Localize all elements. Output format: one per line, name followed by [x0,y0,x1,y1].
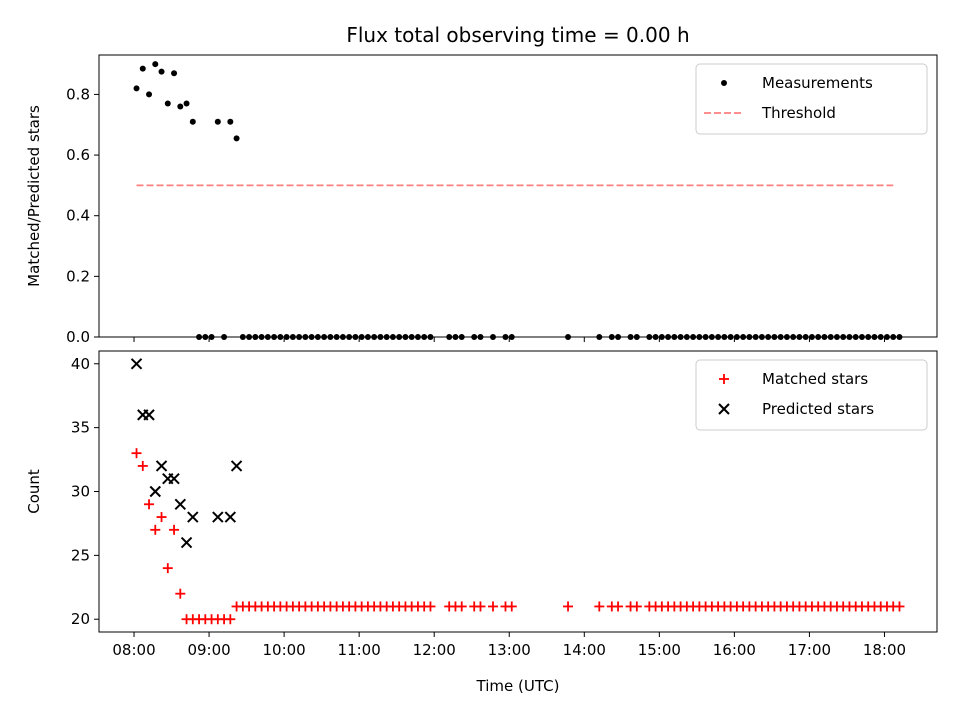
data-point [594,601,605,612]
y-axis: 0.0 0.2 0.4 0.6 0.8 [66,85,99,346]
y-tick-label: 20 [71,610,90,628]
data-point [487,601,498,612]
legend-box [695,63,928,135]
legend-label: Predicted stars [762,400,874,418]
data-point [506,601,517,612]
legend-label: Matched stars [762,370,868,388]
data-point [456,601,467,612]
x-tick-label: 16:00 [713,641,756,659]
data-point [137,460,148,471]
x-tick-label: 11:00 [338,641,381,659]
y-tick-label: 40 [71,355,90,373]
data-point [233,135,240,142]
series-predicted-stars [130,358,243,549]
data-point [155,460,168,472]
x-tick-label: 09:00 [187,641,230,659]
series-matched-stars [131,448,905,625]
y-tick-label: 0.6 [66,146,90,164]
data-point [189,118,196,125]
legend-marker [718,403,730,415]
y-tick-label: 25 [71,546,90,564]
data-point [149,485,161,498]
data-point [230,460,243,472]
data-point [133,85,140,92]
chart-title: Flux total observing time = 0.00 h [346,23,689,47]
data-point [146,91,153,98]
data-point [169,524,180,535]
data-point [177,103,184,110]
data-point [162,563,173,574]
data-point [130,358,143,370]
y-axis-label: Matched/Predicted stars [25,105,43,287]
legend: Matched stars Predicted stars [695,359,928,431]
data-point [156,512,167,523]
y-tick-label: 0.2 [66,267,90,285]
data-point [227,118,234,125]
y-axis: 20 25 30 35 40 [71,355,99,628]
data-point [152,61,159,68]
x-axis: 08:00 09:00 10:00 11:00 12:00 13:00 14:00 15:00… [112,632,906,659]
data-point [475,601,486,612]
y-tick-label: 0.4 [66,207,90,225]
bottom-panel: 20 25 30 35 40 08:00 09:00 10:00 11:00 12:00 13:00… [25,350,938,695]
y-tick-label: 0.8 [66,85,90,103]
data-point [613,601,624,612]
x-tick-label: 08:00 [112,641,155,659]
legend-box [695,359,928,431]
data-point [225,614,236,625]
x-tick-label: 12:00 [413,641,456,659]
data-point [214,118,221,125]
data-point [212,511,224,523]
y-tick-label: 35 [71,419,90,437]
y-tick-label: 30 [71,483,90,501]
y-axis-label: Count [25,469,43,514]
x-tick-label: 15:00 [638,641,681,659]
data-point [224,511,237,523]
data-point [131,448,142,459]
x-tick-label: 17:00 [788,641,831,659]
data-point [187,511,199,523]
legend-marker [721,80,727,86]
data-point [143,409,155,421]
data-point [894,601,905,612]
data-point [168,473,180,485]
x-tick-label: 14:00 [563,641,606,659]
plot-area [130,358,905,625]
y-tick-label: 0.0 [66,328,90,346]
x-tick-label: 13:00 [488,641,531,659]
legend-label: Measurements [762,74,873,92]
top-panel: 0.0 0.2 0.4 0.6 0.8 Matched/Predicted stars Fl… [25,23,938,346]
x-tick-label: 18:00 [863,641,906,659]
data-point [563,601,574,612]
data-point [144,499,155,510]
x-axis [133,337,885,342]
data-point [174,498,187,510]
x-axis-label: Time (UTC) [476,677,560,695]
data-point [139,65,146,72]
data-point [171,70,178,77]
legend: Measurements Threshold [695,63,928,135]
data-point [180,536,193,549]
data-point [150,524,161,535]
axes-frame [98,54,938,338]
data-point [158,68,165,75]
data-point [631,601,642,612]
legend-label: Threshold [761,104,836,122]
data-point [175,588,186,599]
x-tick-label: 10:00 [262,641,305,659]
data-point [183,100,190,107]
legend-marker [719,374,729,384]
data-point [425,601,436,612]
data-point [164,100,171,107]
